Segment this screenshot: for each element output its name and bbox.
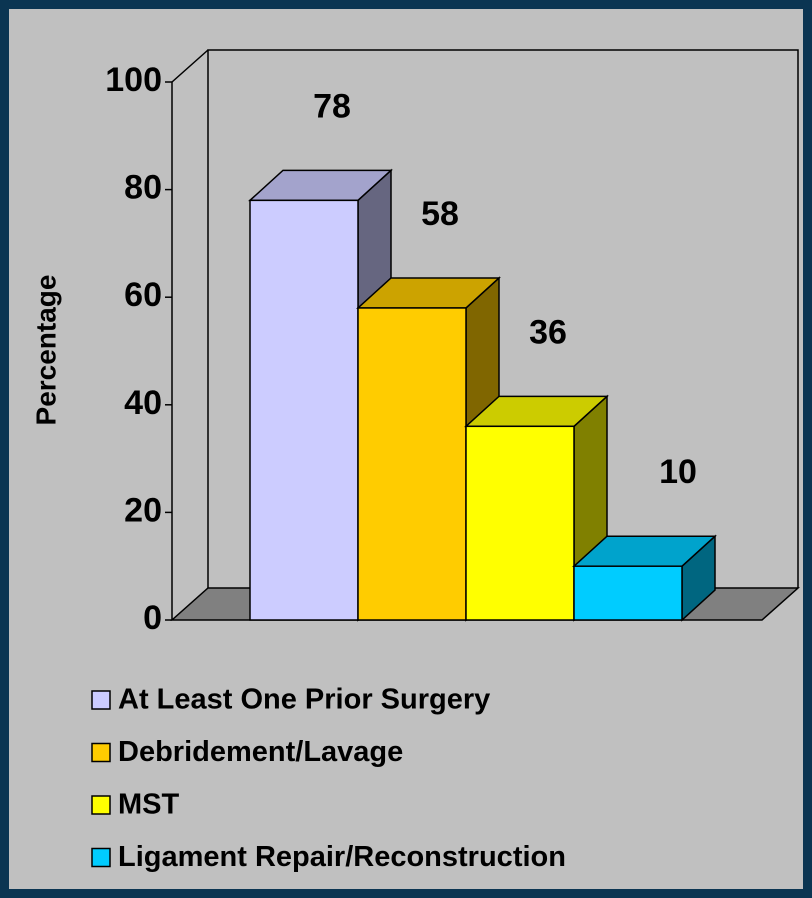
legend-label: Debridement/Lavage [118,736,403,768]
y-tick-label: 60 [124,276,162,314]
y-tick-label: 20 [124,491,162,529]
bar [357,307,467,621]
legend-label: Ligament Repair/Reconstruction [118,841,566,873]
y-tick-label: 80 [124,169,162,207]
data-label: 36 [529,313,567,351]
legend-label: MST [118,789,180,821]
bar [249,199,359,621]
back-wall [207,49,799,588]
y-tick-label: 100 [105,61,162,99]
legend-swatch [91,690,111,710]
side-edge [171,49,209,83]
bar [465,425,575,621]
y-tick-label: 0 [143,599,162,637]
y-tick-label: 40 [124,384,162,422]
legend-swatch [91,795,111,815]
y-axis-label: Percentage [30,275,61,426]
data-label: 58 [421,195,459,233]
data-label: 78 [313,87,351,125]
legend-label: At Least One Prior Surgery [118,684,490,716]
data-label: 10 [659,453,697,491]
legend-swatch [91,847,111,868]
legend-swatch [91,742,111,763]
bar [573,565,683,621]
